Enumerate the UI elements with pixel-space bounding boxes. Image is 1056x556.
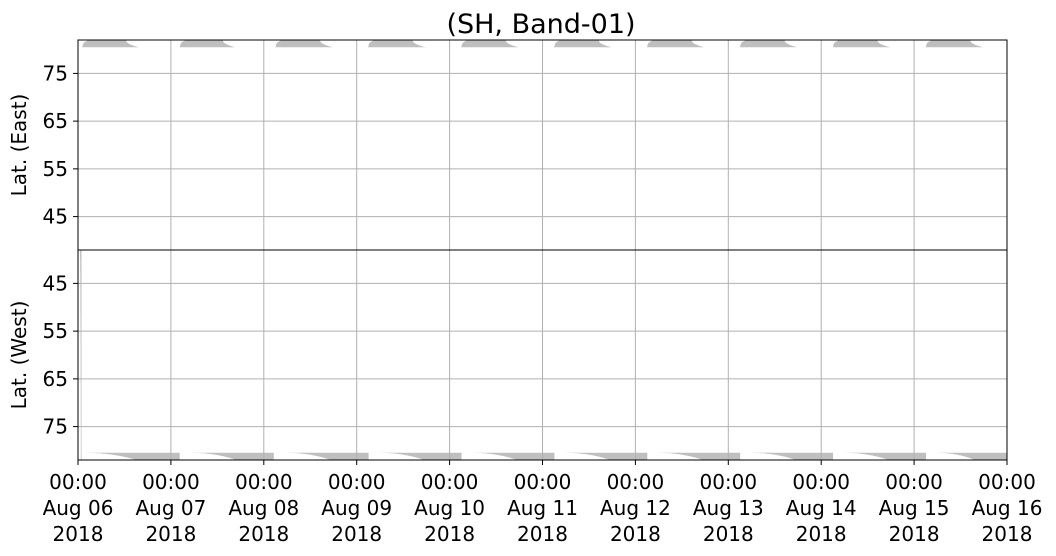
- x-tick-label-year: 2018: [53, 522, 104, 546]
- coverage-band-east-7: [739, 40, 797, 48]
- x-tick-label-year: 2018: [331, 522, 382, 546]
- y-tick-label: 75: [43, 61, 68, 85]
- y-tick-label: 75: [43, 415, 68, 439]
- panel-east: 45 55 65 75 Lat. (East): [7, 39, 1008, 251]
- x-tick-label-time: 00:00: [142, 470, 200, 494]
- coverage-band-west-1: [83, 452, 180, 460]
- y-axis-label-west: Lat. (West): [7, 301, 31, 410]
- coverage-band-east-2: [275, 40, 333, 48]
- x-tick-label-date: Aug 12: [600, 496, 671, 520]
- x-tick-label-date: Aug 15: [879, 496, 950, 520]
- coverage-band-east-5: [554, 40, 612, 48]
- x-tick-label-date: Aug 16: [972, 496, 1043, 520]
- coverage-band-west-4: [378, 452, 462, 460]
- coverage-band-east-4: [461, 40, 519, 48]
- x-tick-label-date: Aug 10: [414, 496, 485, 520]
- coverage-band-west-0: [79, 250, 82, 460]
- x-tick-label-year: 2018: [424, 522, 475, 546]
- coverage-band-west-2: [190, 452, 274, 460]
- x-tick-label-time: 00:00: [699, 470, 757, 494]
- y-tick-label: 45: [43, 271, 68, 295]
- coverage-band-east-6: [647, 40, 705, 48]
- x-tick-label-time: 00:00: [328, 470, 386, 494]
- coverage-band-east-3: [368, 40, 426, 48]
- coverage-band-west-6: [564, 452, 648, 460]
- panels: 45 55 65 75 Lat. (East) 75 65 55 45 Lat. (West): [7, 39, 1008, 461]
- y-tick-label: 55: [43, 319, 68, 343]
- coverage-band-west-8: [750, 452, 834, 460]
- coverage-band-west-9: [843, 452, 926, 460]
- x-tick-label-year: 2018: [889, 522, 940, 546]
- y-axis-label-east: Lat. (East): [7, 94, 31, 197]
- x-tick-label-date: Aug 13: [693, 496, 764, 520]
- x-tick-label-year: 2018: [982, 522, 1033, 546]
- x-tick-label-year: 2018: [796, 522, 847, 546]
- x-tick-label-year: 2018: [517, 522, 568, 546]
- coverage-band-east-8: [832, 40, 890, 48]
- coverage-band-east-9: [925, 40, 983, 48]
- x-tick-label-time: 00:00: [978, 470, 1036, 494]
- x-tick-label-time: 00:00: [235, 470, 293, 494]
- x-tick-label-time: 00:00: [885, 470, 943, 494]
- x-tick-label-year: 2018: [238, 522, 289, 546]
- x-tick-label-time: 00:00: [514, 470, 572, 494]
- coverage-band-west-5: [471, 452, 555, 460]
- x-tick-label-time: 00:00: [792, 470, 850, 494]
- coverage-band-west-3: [285, 452, 369, 460]
- panel-west: 75 65 55 45 Lat. (West): [7, 249, 1008, 461]
- coverage-band-west-7: [657, 452, 741, 460]
- x-tick-label-date: Aug 14: [786, 496, 857, 520]
- x-tick-label-date: Aug 06: [43, 496, 114, 520]
- x-tick-label-date: Aug 07: [135, 496, 206, 520]
- x-tick-label-time: 00:00: [607, 470, 665, 494]
- x-tick-label-time: 00:00: [49, 470, 107, 494]
- coverage-band-west-10: [936, 452, 1007, 460]
- y-tick-label: 65: [43, 109, 68, 133]
- x-tick-label-date: Aug 08: [228, 496, 299, 520]
- y-tick-label: 45: [43, 205, 68, 229]
- coverage-band-east-1: [179, 40, 235, 48]
- chart-title: (SH, Band-01): [446, 9, 635, 40]
- x-tick-label-year: 2018: [145, 522, 196, 546]
- y-tick-label: 65: [43, 367, 68, 391]
- coverage-band-east-0: [82, 40, 139, 48]
- x-tick-label-date: Aug 09: [321, 496, 392, 520]
- x-tick-label-date: Aug 11: [507, 496, 578, 520]
- x-tick-label-time: 00:00: [421, 470, 479, 494]
- y-tick-label: 55: [43, 157, 68, 181]
- x-tick-label-year: 2018: [610, 522, 661, 546]
- x-tick-label-year: 2018: [703, 522, 754, 546]
